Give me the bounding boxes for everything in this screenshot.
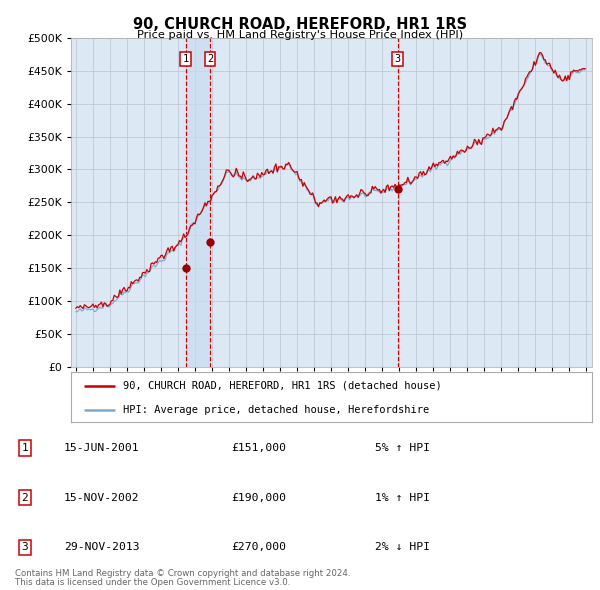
Text: 2: 2	[21, 493, 28, 503]
Text: Price paid vs. HM Land Registry's House Price Index (HPI): Price paid vs. HM Land Registry's House …	[137, 30, 463, 40]
Text: £151,000: £151,000	[231, 443, 286, 453]
Text: 2: 2	[207, 54, 213, 64]
Text: £270,000: £270,000	[231, 542, 286, 552]
Text: 1% ↑ HPI: 1% ↑ HPI	[375, 493, 430, 503]
Text: HPI: Average price, detached house, Herefordshire: HPI: Average price, detached house, Here…	[123, 405, 429, 415]
Text: 3: 3	[395, 54, 401, 64]
Text: 15-NOV-2002: 15-NOV-2002	[64, 493, 139, 503]
Text: This data is licensed under the Open Government Licence v3.0.: This data is licensed under the Open Gov…	[15, 578, 290, 587]
Text: 3: 3	[21, 542, 28, 552]
Text: 1: 1	[182, 54, 189, 64]
Text: 90, CHURCH ROAD, HEREFORD, HR1 1RS: 90, CHURCH ROAD, HEREFORD, HR1 1RS	[133, 17, 467, 31]
Text: 1: 1	[21, 443, 28, 453]
Text: 90, CHURCH ROAD, HEREFORD, HR1 1RS (detached house): 90, CHURCH ROAD, HEREFORD, HR1 1RS (deta…	[123, 381, 442, 391]
Text: £190,000: £190,000	[231, 493, 286, 503]
Bar	[185, 38, 210, 367]
Text: 5% ↑ HPI: 5% ↑ HPI	[375, 443, 430, 453]
Text: Contains HM Land Registry data © Crown copyright and database right 2024.: Contains HM Land Registry data © Crown c…	[15, 569, 350, 578]
Text: 2% ↓ HPI: 2% ↓ HPI	[375, 542, 430, 552]
Text: 15-JUN-2001: 15-JUN-2001	[64, 443, 139, 453]
Text: 29-NOV-2013: 29-NOV-2013	[64, 542, 139, 552]
